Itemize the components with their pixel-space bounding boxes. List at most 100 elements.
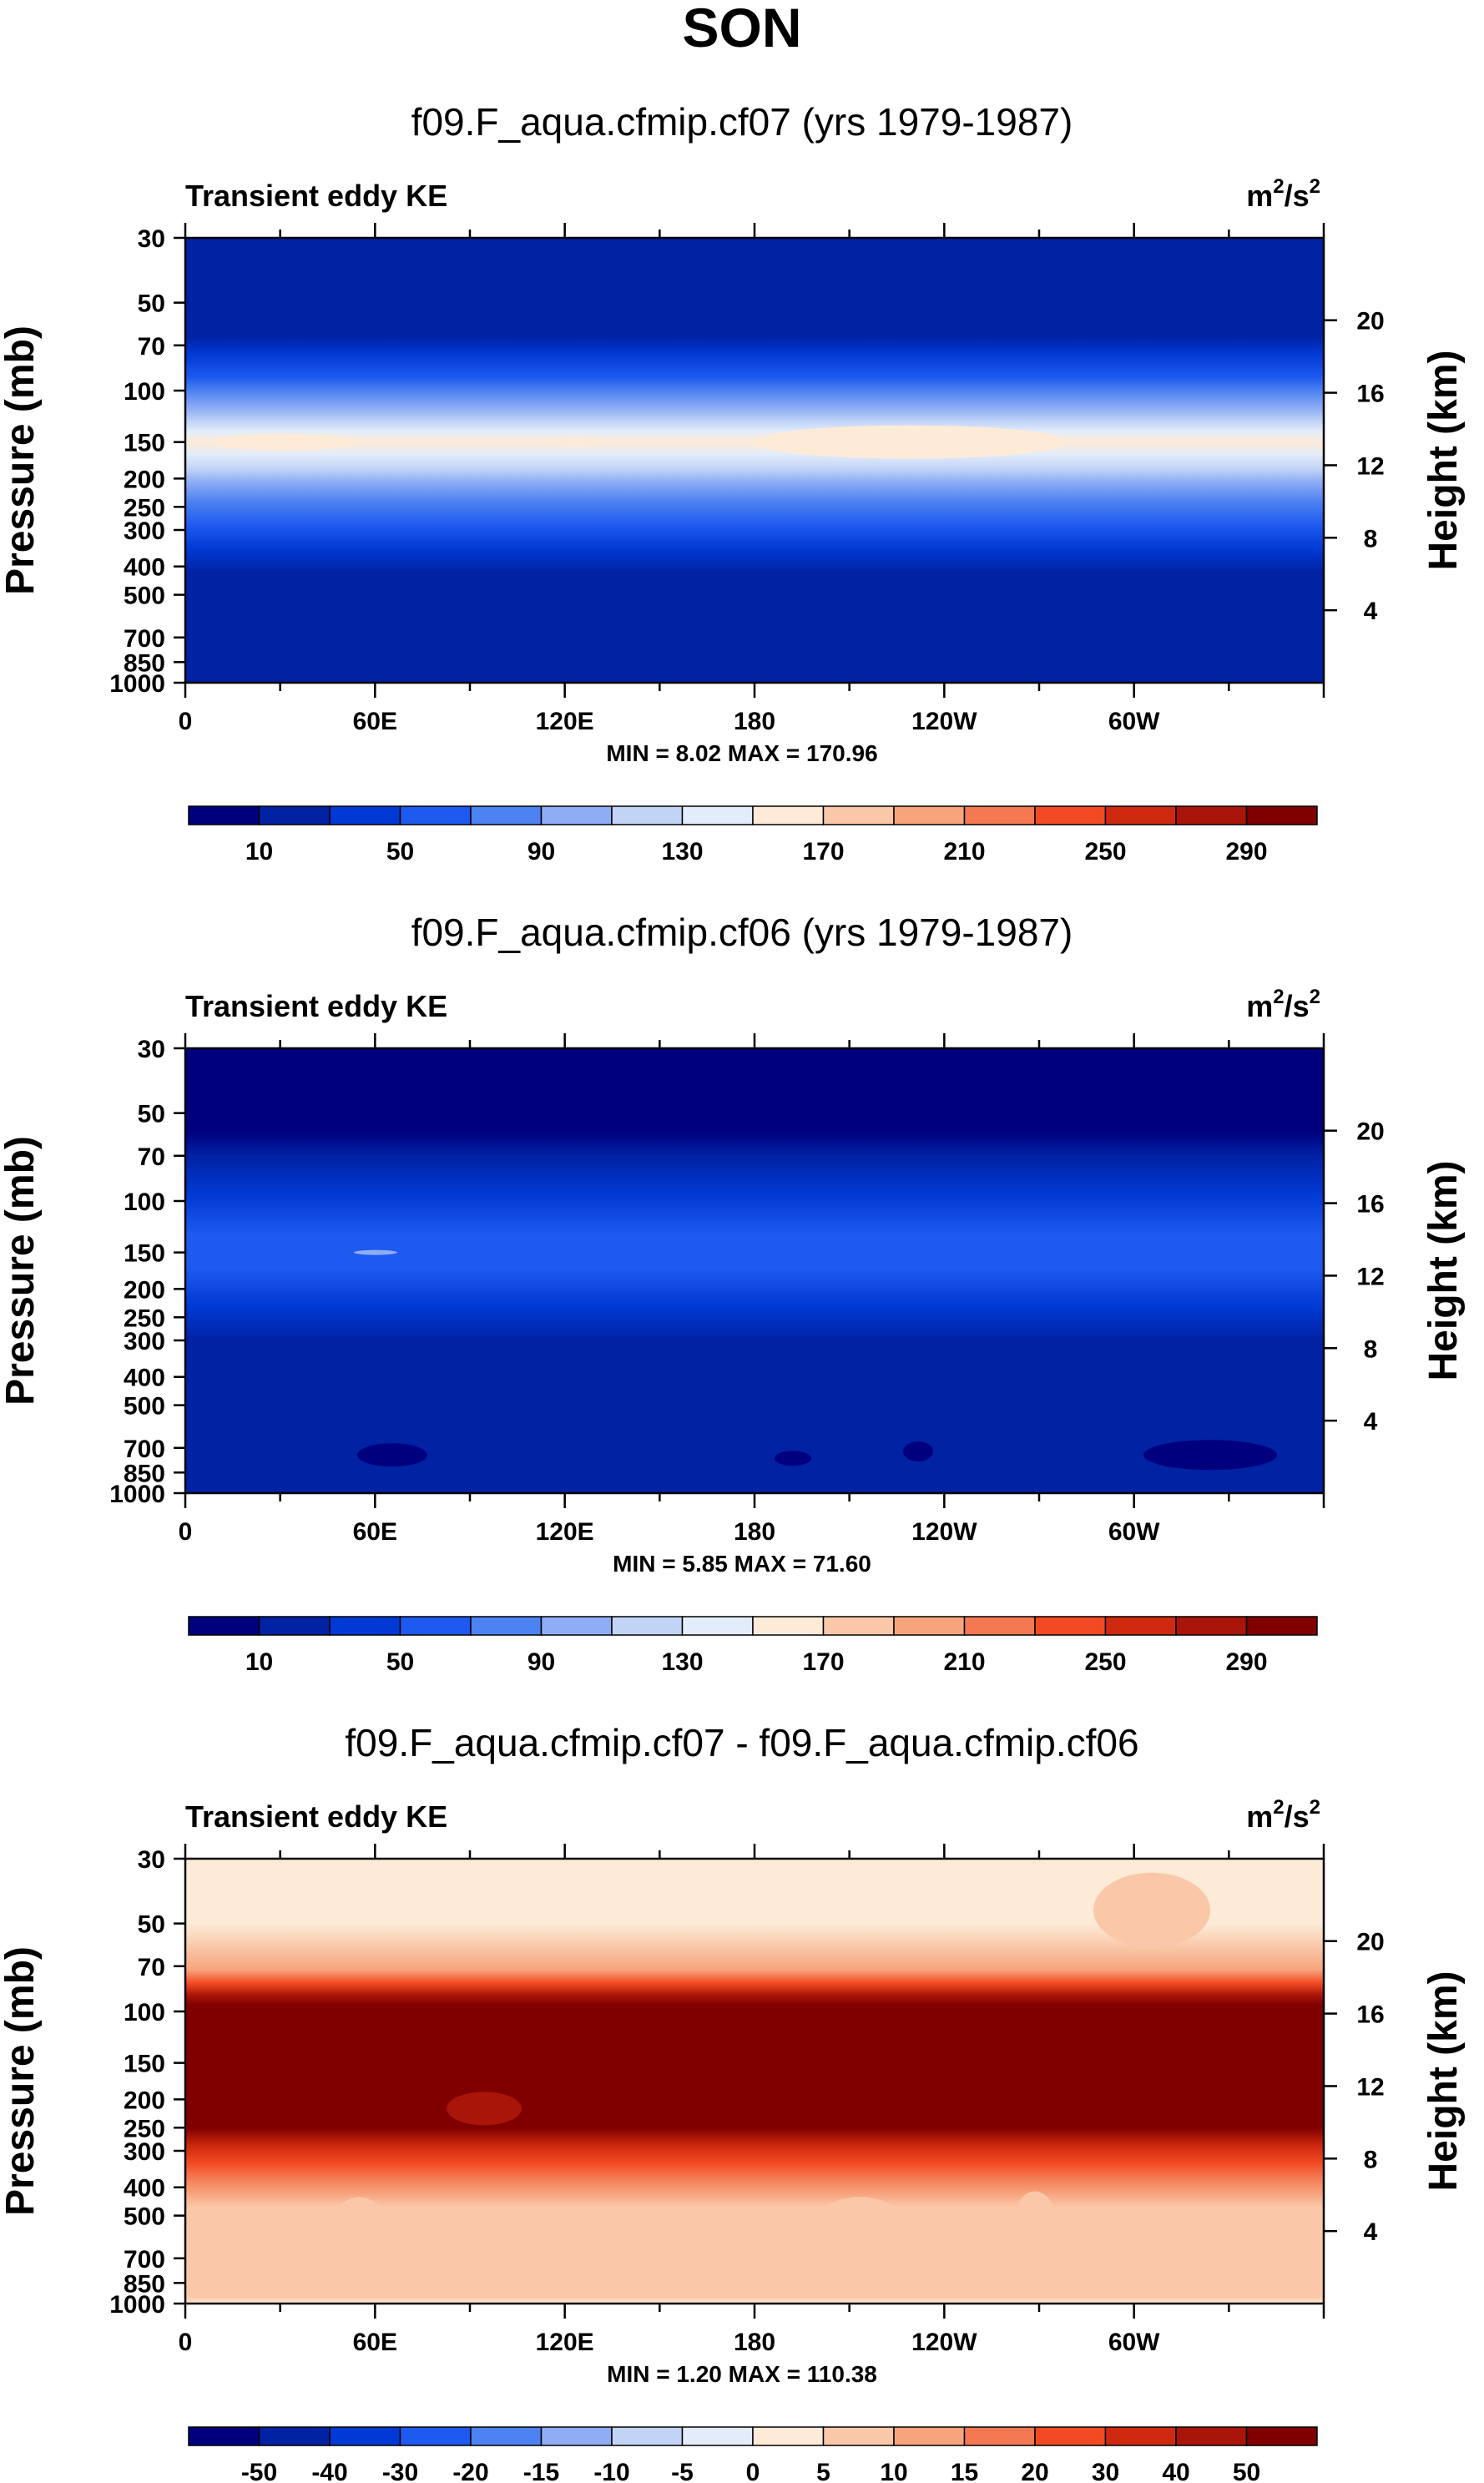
chart-title: f09.F_aqua.cfmip.cf06 (yrs 1979-1987) — [411, 911, 1073, 954]
colorbar-box — [329, 805, 401, 825]
y-tick-label: 500 — [124, 1393, 165, 1421]
field-feature — [354, 1249, 397, 1255]
y-tick-label: 50 — [138, 1911, 165, 1939]
x-tick-label: 60E — [353, 1518, 397, 1546]
field-feature — [1143, 1440, 1277, 1471]
field-feature — [801, 2197, 918, 2298]
colorbar-box — [1104, 1616, 1177, 1636]
y-tick-label: 1000 — [109, 1481, 165, 1508]
units-label: m2/s2 — [1246, 1796, 1320, 1834]
x-tick-label: 60W — [1108, 708, 1160, 735]
colorbar-label: 170 — [802, 838, 844, 866]
colorbar-box — [258, 1616, 331, 1636]
colorbar-label: 210 — [943, 838, 985, 866]
y-tick-label: 300 — [124, 2138, 165, 2166]
colorbar-box — [893, 1616, 966, 1636]
y-tick-label: 50 — [138, 1101, 165, 1128]
y-right-tick-label: 8 — [1364, 1335, 1378, 1363]
y-axis-title: Pressure (mb) — [0, 326, 43, 595]
y-right-tick-label: 20 — [1356, 308, 1384, 336]
y-right-tick-label: 16 — [1356, 1191, 1384, 1219]
y-right-tick-label: 20 — [1356, 1929, 1384, 1956]
contour-field — [185, 238, 1324, 683]
contour-field — [185, 1048, 1324, 1493]
colorbar-label: -40 — [311, 2459, 347, 2483]
colorbar-label: 90 — [527, 1648, 555, 1676]
y-right-tick-label: 16 — [1356, 2001, 1384, 2029]
y-tick-label: 250 — [124, 1305, 165, 1332]
colorbar-box — [611, 805, 684, 825]
colorbar-box — [1175, 1616, 1248, 1636]
colorbar-label: 50 — [386, 838, 414, 866]
colorbar-box — [470, 805, 543, 825]
y-tick-label: 150 — [124, 430, 165, 457]
chart-title: f09.F_aqua.cfmip.cf07 - f09.F_aqua.cfmip… — [345, 1721, 1138, 1764]
y-tick-label: 500 — [124, 2203, 165, 2231]
colorbar-box — [258, 805, 331, 825]
colorbar: 10 50 90 130 170 210 250 290 — [188, 805, 1318, 866]
min-max-stats: MIN = 5.85 MAX = 71.60 — [613, 1551, 871, 1577]
y-right-tick-label: 4 — [1364, 598, 1378, 625]
colorbar-label: 50 — [1233, 2459, 1260, 2483]
y-tick-label: 500 — [124, 583, 165, 610]
y-right-tick-label: 4 — [1364, 2218, 1378, 2246]
y-tick-label: 100 — [124, 1999, 165, 2026]
field-feature — [209, 433, 359, 451]
colorbar: 10 50 90 130 170 210 250 290 — [188, 1616, 1318, 1676]
colorbar-box — [893, 2426, 966, 2446]
colorbar-box — [329, 1616, 401, 1636]
y-right-tick-label: 12 — [1356, 452, 1384, 480]
y-tick-label: 700 — [124, 1436, 165, 1463]
colorbar-box — [1034, 1616, 1107, 1636]
colorbar-box — [329, 2426, 401, 2446]
y-axis-title: Pressure (mb) — [0, 1946, 43, 2216]
colorbar-label: 170 — [802, 1648, 844, 1676]
variable-label: Transient eddy KE — [185, 989, 447, 1023]
field-feature — [1093, 1872, 1210, 1948]
colorbar-label: -10 — [593, 2459, 629, 2483]
x-tick-label: 0 — [179, 2329, 193, 2356]
colorbar-label: 250 — [1084, 1648, 1126, 1676]
x-tick-label: 120W — [911, 2329, 977, 2356]
y-right-tick-label: 20 — [1356, 1118, 1384, 1146]
x-tick-label: 60W — [1108, 2329, 1160, 2356]
colorbar-box — [752, 1616, 825, 1636]
colorbar-box — [1245, 1616, 1318, 1636]
colorbar-box — [893, 805, 966, 825]
y-tick-label: 300 — [124, 517, 165, 545]
colorbar-label: -50 — [241, 2459, 277, 2483]
colorbar-label: -30 — [382, 2459, 418, 2483]
units-label: m2/s2 — [1246, 175, 1320, 213]
y-right-axis-title: Height (km) — [1421, 351, 1466, 571]
field-feature — [1018, 2220, 1302, 2296]
colorbar-label: 0 — [746, 2459, 760, 2483]
field-feature — [1014, 2191, 1056, 2250]
colorbar-box — [258, 2426, 331, 2446]
variable-label: Transient eddy KE — [185, 1799, 447, 1834]
colorbar-label: 15 — [951, 2459, 978, 2483]
field-background — [185, 238, 1324, 683]
colorbar-label: 10 — [880, 2459, 907, 2483]
x-tick-label: 120W — [911, 1518, 977, 1546]
x-tick-label: 60W — [1108, 1518, 1160, 1546]
colorbar-box — [822, 2426, 895, 2446]
y-axis-title: Pressure (mb) — [0, 1136, 43, 1406]
colorbar-box — [540, 2426, 613, 2446]
x-tick-label: 180 — [734, 708, 775, 735]
colorbar-label: 10 — [245, 1648, 273, 1676]
chart-panel-3: f09.F_aqua.cfmip.cf07 - f09.F_aqua.cfmip… — [0, 1721, 1466, 2483]
y-tick-label: 70 — [138, 1143, 165, 1171]
colorbar-box — [399, 2426, 472, 2446]
colorbar-label: 290 — [1225, 838, 1267, 866]
field-feature — [326, 2197, 392, 2289]
colorbar-label: -20 — [452, 2459, 488, 2483]
x-tick-label: 0 — [179, 1518, 193, 1546]
colorbar-label: 210 — [943, 1648, 985, 1676]
y-tick-label: 100 — [124, 1189, 165, 1216]
colorbar-box — [963, 1616, 1036, 1636]
y-tick-label: 70 — [138, 1954, 165, 1981]
y-right-tick-label: 12 — [1356, 1263, 1384, 1290]
field-feature — [447, 2092, 522, 2126]
x-tick-label: 120E — [536, 708, 594, 735]
colorbar-box — [681, 805, 754, 825]
